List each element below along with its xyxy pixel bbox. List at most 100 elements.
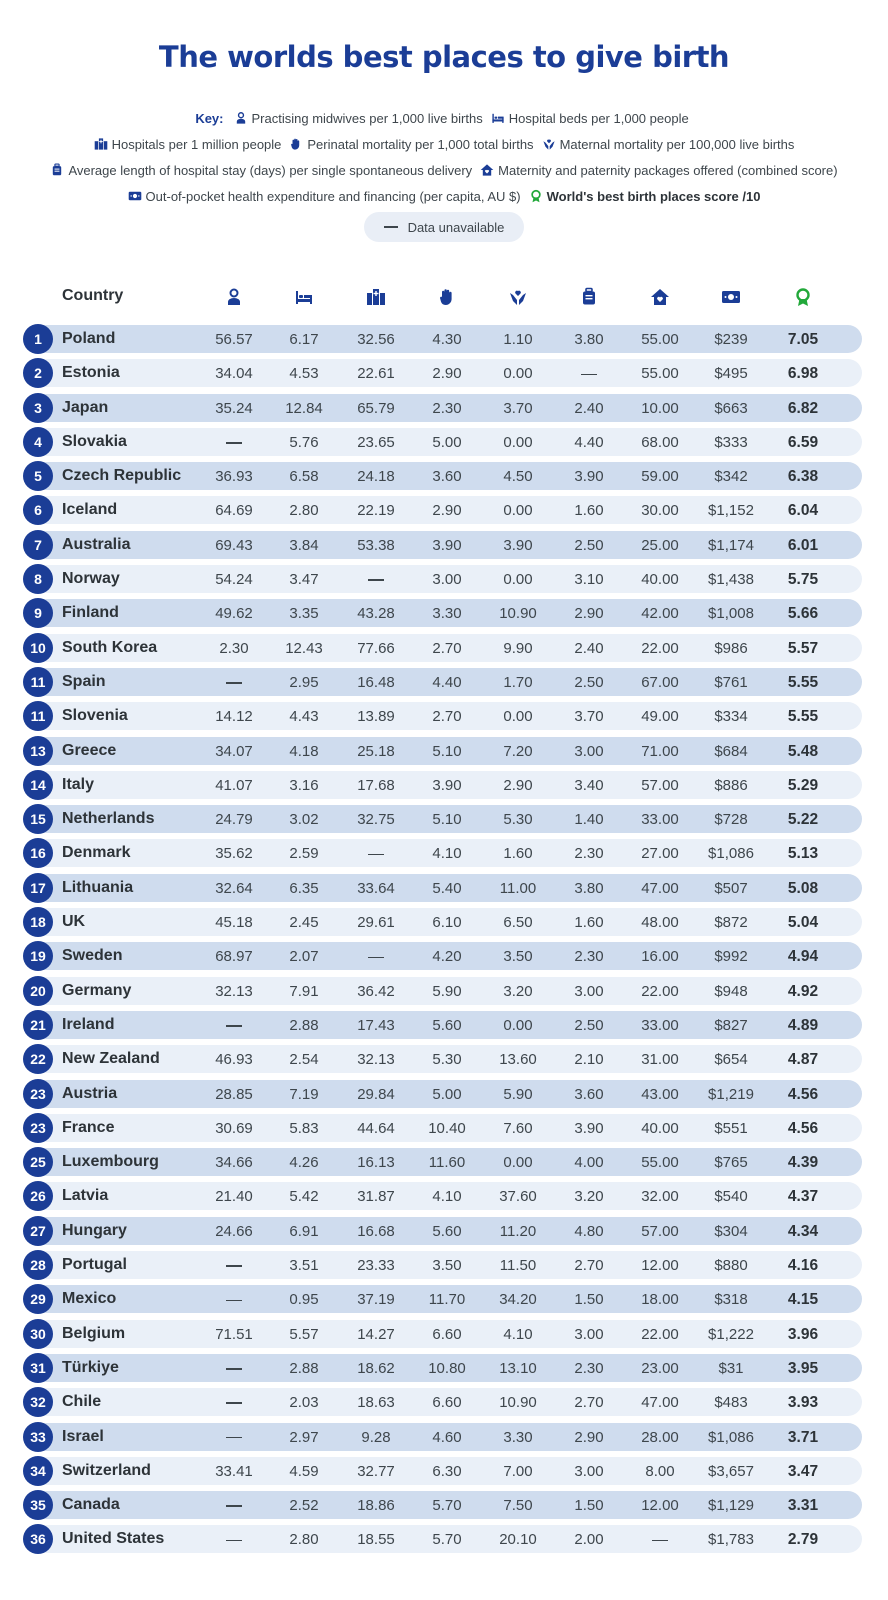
cell-expenditure: $728 — [714, 811, 748, 829]
cell-hospitals: 18.86 — [357, 1497, 395, 1515]
cell-score: 4.94 — [787, 948, 819, 966]
cell-expenditure: $886 — [714, 776, 748, 794]
header-hospital-icon — [365, 286, 387, 308]
cell-stay: 1.60 — [574, 914, 604, 932]
cell-maternal: 13.60 — [499, 1051, 537, 1069]
cell-packages: 33.00 — [641, 811, 679, 829]
cell-maternal: 20.10 — [499, 1531, 537, 1549]
cell-expenditure: $1,008 — [708, 605, 754, 623]
cell-score: 6.38 — [787, 468, 819, 486]
cell-packages: 40.00 — [641, 1119, 679, 1137]
cell-stay: 3.70 — [574, 708, 604, 726]
row-band — [26, 873, 862, 902]
table-body: 1 Poland 56.57 6.17 32.56 4.30 1.10 3.80 55.00 $2… — [0, 322, 888, 1557]
country-name: Iceland — [62, 501, 118, 519]
cell-hospitals: 23.33 — [357, 1257, 395, 1275]
cell-stay: 2.30 — [574, 845, 604, 863]
row-band — [26, 393, 862, 422]
cell-expenditure: $551 — [714, 1119, 748, 1137]
cell-stay: 1.50 — [574, 1291, 604, 1309]
cell-score: 4.56 — [787, 1085, 819, 1103]
cell-midwives: 14.12 — [215, 708, 253, 726]
rank-badge: 7 — [23, 529, 53, 560]
cell-expenditure: $3,657 — [708, 1462, 754, 1480]
cell-expenditure: $684 — [714, 742, 748, 760]
rank-badge: 4 — [23, 426, 53, 457]
cell-packages: 28.00 — [641, 1428, 679, 1446]
country-name: Netherlands — [62, 810, 155, 828]
country-name: Norway — [62, 570, 120, 588]
cell-stay: 3.10 — [574, 571, 604, 589]
cell-perinatal: 5.60 — [432, 1016, 462, 1034]
country-name: Ireland — [62, 1015, 115, 1033]
rank-badge: 26 — [23, 1181, 53, 1212]
cell-midwives — [189, 1429, 279, 1446]
cell-stay — [544, 365, 634, 382]
cell-score: 2.79 — [787, 1531, 819, 1549]
cell-score: 4.16 — [787, 1257, 819, 1275]
cell-hospitals: 18.62 — [357, 1359, 395, 1377]
header-hand-icon — [436, 286, 458, 308]
cell-beds: 2.88 — [289, 1359, 319, 1377]
cell-score: 5.04 — [787, 914, 819, 932]
cell-hospitals: 16.13 — [357, 1154, 395, 1172]
cell-midwives: 41.07 — [215, 776, 253, 794]
cell-packages: 43.00 — [641, 1085, 679, 1103]
cell-packages: 55.00 — [641, 331, 679, 348]
rank-badge: 22 — [23, 1044, 53, 1075]
table-row: 6 Iceland 64.69 2.80 22.19 2.90 0.00 1.60 30.00 $… — [0, 493, 888, 527]
country-name: Austria — [62, 1084, 118, 1102]
cell-score: 3.95 — [787, 1359, 819, 1377]
cell-expenditure: $1,086 — [708, 1428, 754, 1446]
cell-midwives: 35.24 — [215, 399, 253, 417]
rank-badge: 31 — [23, 1352, 53, 1383]
cell-beds: 2.03 — [289, 1394, 319, 1412]
table-row: 28 Portugal 3.51 23.33 3.50 11.50 2.70 12.00 $88… — [0, 1248, 888, 1282]
key-text-beds: Hospital beds per 1,000 people — [508, 110, 689, 126]
cell-midwives — [189, 1531, 279, 1548]
cell-packages: 47.00 — [641, 879, 679, 897]
row-band — [26, 1251, 862, 1280]
cell-midwives: 69.43 — [215, 536, 253, 554]
rank-badge: 11 — [23, 666, 53, 697]
country-name: France — [62, 1118, 115, 1136]
cell-packages: 30.00 — [641, 502, 679, 520]
cell-midwives: 34.04 — [215, 365, 253, 383]
cell-beds: 2.59 — [289, 845, 319, 863]
row-band — [26, 1319, 862, 1348]
row-band — [26, 565, 862, 594]
cell-expenditure: $1,219 — [708, 1085, 754, 1103]
table-row: 35 Canada 2.52 18.86 5.70 7.50 1.50 12.00 $1,129… — [0, 1488, 888, 1522]
cell-stay: 3.20 — [574, 1188, 604, 1206]
cell-score: 5.13 — [787, 845, 819, 863]
cell-stay: 3.90 — [574, 1119, 604, 1137]
cell-maternal: 9.90 — [503, 639, 533, 657]
cell-stay: 3.40 — [574, 776, 604, 794]
row-band — [26, 908, 862, 937]
cell-beds: 3.51 — [289, 1257, 319, 1275]
cell-expenditure: $872 — [714, 914, 748, 932]
luggage-icon — [53, 163, 62, 176]
cell-beds: 3.16 — [289, 776, 319, 794]
rank-badge: 11 — [23, 701, 53, 732]
cell-hospitals: 18.63 — [357, 1394, 395, 1412]
cell-expenditure: $1,086 — [708, 845, 754, 863]
table-row: 5 Czech Republic 36.93 6.58 24.18 3.60 4.50 3.9… — [0, 459, 888, 493]
cell-expenditure: $761 — [714, 673, 748, 691]
cell-stay: 3.60 — [574, 1085, 604, 1103]
cell-perinatal: 11.70 — [428, 1291, 466, 1309]
cell-score: 6.04 — [787, 502, 819, 520]
cell-score: 4.15 — [787, 1291, 819, 1309]
key-label: Key: — [195, 110, 224, 126]
cell-perinatal: 5.70 — [432, 1497, 462, 1515]
rank-badge: 8 — [23, 564, 53, 595]
header-bed-icon — [293, 286, 315, 308]
rank-badge: 20 — [23, 975, 53, 1006]
cell-perinatal: 3.90 — [432, 776, 462, 794]
cell-maternal: 10.90 — [499, 1394, 537, 1412]
cell-hospitals: 25.18 — [357, 742, 395, 760]
table-row: 21 Ireland 2.88 17.43 5.60 0.00 2.50 33.00 $827 4… — [0, 1008, 888, 1042]
cell-expenditure: $765 — [714, 1154, 748, 1172]
cell-perinatal: 2.90 — [432, 365, 462, 383]
cell-stay: 2.50 — [574, 1016, 604, 1034]
